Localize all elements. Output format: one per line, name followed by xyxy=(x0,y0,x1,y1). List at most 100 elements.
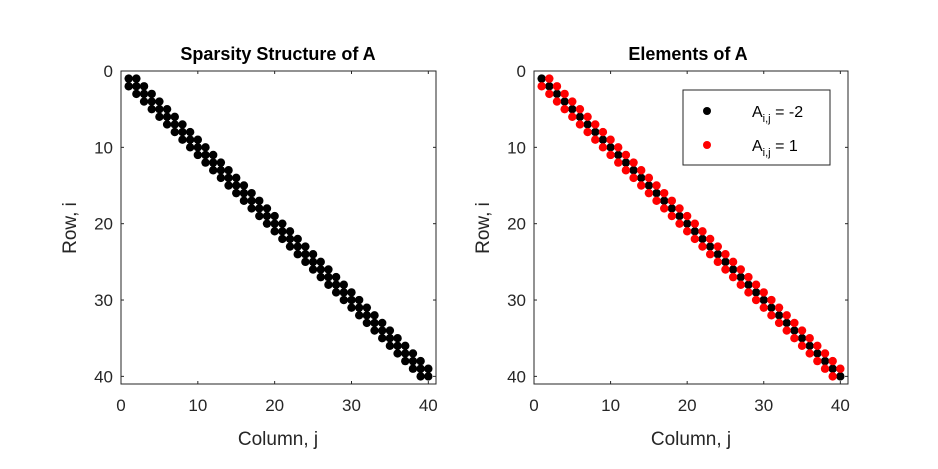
point-24-25 xyxy=(308,250,318,259)
point-6-6 xyxy=(575,112,585,122)
point-10-9 xyxy=(185,143,195,152)
point-13-14 xyxy=(224,166,233,175)
point-38-39 xyxy=(828,356,837,366)
point-25-25 xyxy=(308,257,318,267)
sparsity-ylabel: Row, i xyxy=(60,202,81,254)
sparsity-xlabel: Column, j xyxy=(238,429,318,450)
point-24-23 xyxy=(293,250,302,259)
point-35-35 xyxy=(385,333,395,343)
sparsity-axes-box xyxy=(120,70,437,385)
point-33-34 xyxy=(790,318,799,328)
point-12-11 xyxy=(201,158,210,167)
point-27-26 xyxy=(316,272,325,282)
point-26-27 xyxy=(324,265,333,274)
point-32-33 xyxy=(782,311,791,320)
point-10-11 xyxy=(614,143,623,152)
point-25-25 xyxy=(721,257,730,267)
point-40-40 xyxy=(424,372,433,381)
point-38-38 xyxy=(408,356,418,366)
point-19-18 xyxy=(667,211,677,221)
point-3-2 xyxy=(545,89,554,99)
elements-xlabel: Column, j xyxy=(651,429,731,450)
point-26-27 xyxy=(736,265,745,274)
point-17-18 xyxy=(255,196,264,205)
point-16-16 xyxy=(652,188,661,198)
point-27-28 xyxy=(744,272,753,282)
point-28-28 xyxy=(331,280,341,289)
point-12-12 xyxy=(621,158,631,167)
point-15-16 xyxy=(652,181,661,190)
point-16-17 xyxy=(659,188,669,198)
point-30-31 xyxy=(767,295,776,305)
point-4-4 xyxy=(560,97,569,106)
legend-box xyxy=(682,89,831,166)
point-30-30 xyxy=(759,295,768,305)
point-6-7 xyxy=(583,112,592,122)
point-33-32 xyxy=(362,318,372,328)
point-32-33 xyxy=(370,311,379,320)
point-39-40 xyxy=(424,364,433,373)
sparsity-markers xyxy=(124,74,433,381)
point-40-39 xyxy=(416,372,425,381)
point-8-7 xyxy=(583,127,592,137)
point-16-15 xyxy=(232,188,241,198)
elements-axes-box xyxy=(533,70,849,385)
point-4-3 xyxy=(552,97,562,106)
point-2-3 xyxy=(139,82,149,91)
point-28-29 xyxy=(751,280,761,289)
point-11-10 xyxy=(193,150,203,160)
point-5-5 xyxy=(155,104,164,114)
point-39-39 xyxy=(416,364,425,373)
point-5-4 xyxy=(560,104,569,114)
point-34-33 xyxy=(782,326,791,335)
point-30-29 xyxy=(751,295,761,305)
point-4-5 xyxy=(568,97,577,106)
point-40-39 xyxy=(828,372,837,381)
point-16-17 xyxy=(247,188,256,198)
point-34-33 xyxy=(370,326,379,335)
point-29-28 xyxy=(744,288,753,297)
point-30-29 xyxy=(339,295,349,305)
point-21-21 xyxy=(690,227,700,236)
point-13-14 xyxy=(637,166,646,175)
point-8-8 xyxy=(591,127,600,137)
point-13-13 xyxy=(216,166,226,175)
point-14-15 xyxy=(644,173,654,183)
point-3-4 xyxy=(560,89,569,99)
point-14-13 xyxy=(216,173,226,183)
point-8-8 xyxy=(178,127,187,137)
xtick-label: 20 xyxy=(265,396,284,415)
point-15-14 xyxy=(637,181,646,190)
point-19-19 xyxy=(675,211,684,221)
point-11-11 xyxy=(614,150,623,160)
point-15-15 xyxy=(232,181,241,190)
ytick-label: 10 xyxy=(507,138,526,157)
point-28-27 xyxy=(736,280,745,289)
point-30-31 xyxy=(354,295,364,305)
point-5-5 xyxy=(568,104,577,114)
point-33-33 xyxy=(782,318,791,328)
point-22-23 xyxy=(293,234,302,244)
point-34-35 xyxy=(797,326,807,335)
point-29-29 xyxy=(339,288,349,297)
point-3-3 xyxy=(139,89,149,99)
xtick-label: 40 xyxy=(831,396,850,415)
point-19-18 xyxy=(255,211,264,221)
point-31-31 xyxy=(354,303,364,312)
point-22-23 xyxy=(705,234,715,244)
point-14-15 xyxy=(232,173,241,183)
point-8-7 xyxy=(170,127,179,137)
legend-marker-1 xyxy=(703,141,711,149)
point-11-10 xyxy=(606,150,615,160)
point-27-26 xyxy=(728,272,738,282)
point-28-27 xyxy=(324,280,333,289)
point-36-37 xyxy=(401,341,410,351)
ytick-label: 20 xyxy=(94,215,113,234)
point-9-8 xyxy=(591,135,600,144)
point-38-38 xyxy=(820,356,830,366)
point-37-36 xyxy=(805,349,814,358)
point-2-2 xyxy=(545,82,554,91)
point-37-36 xyxy=(393,349,402,358)
